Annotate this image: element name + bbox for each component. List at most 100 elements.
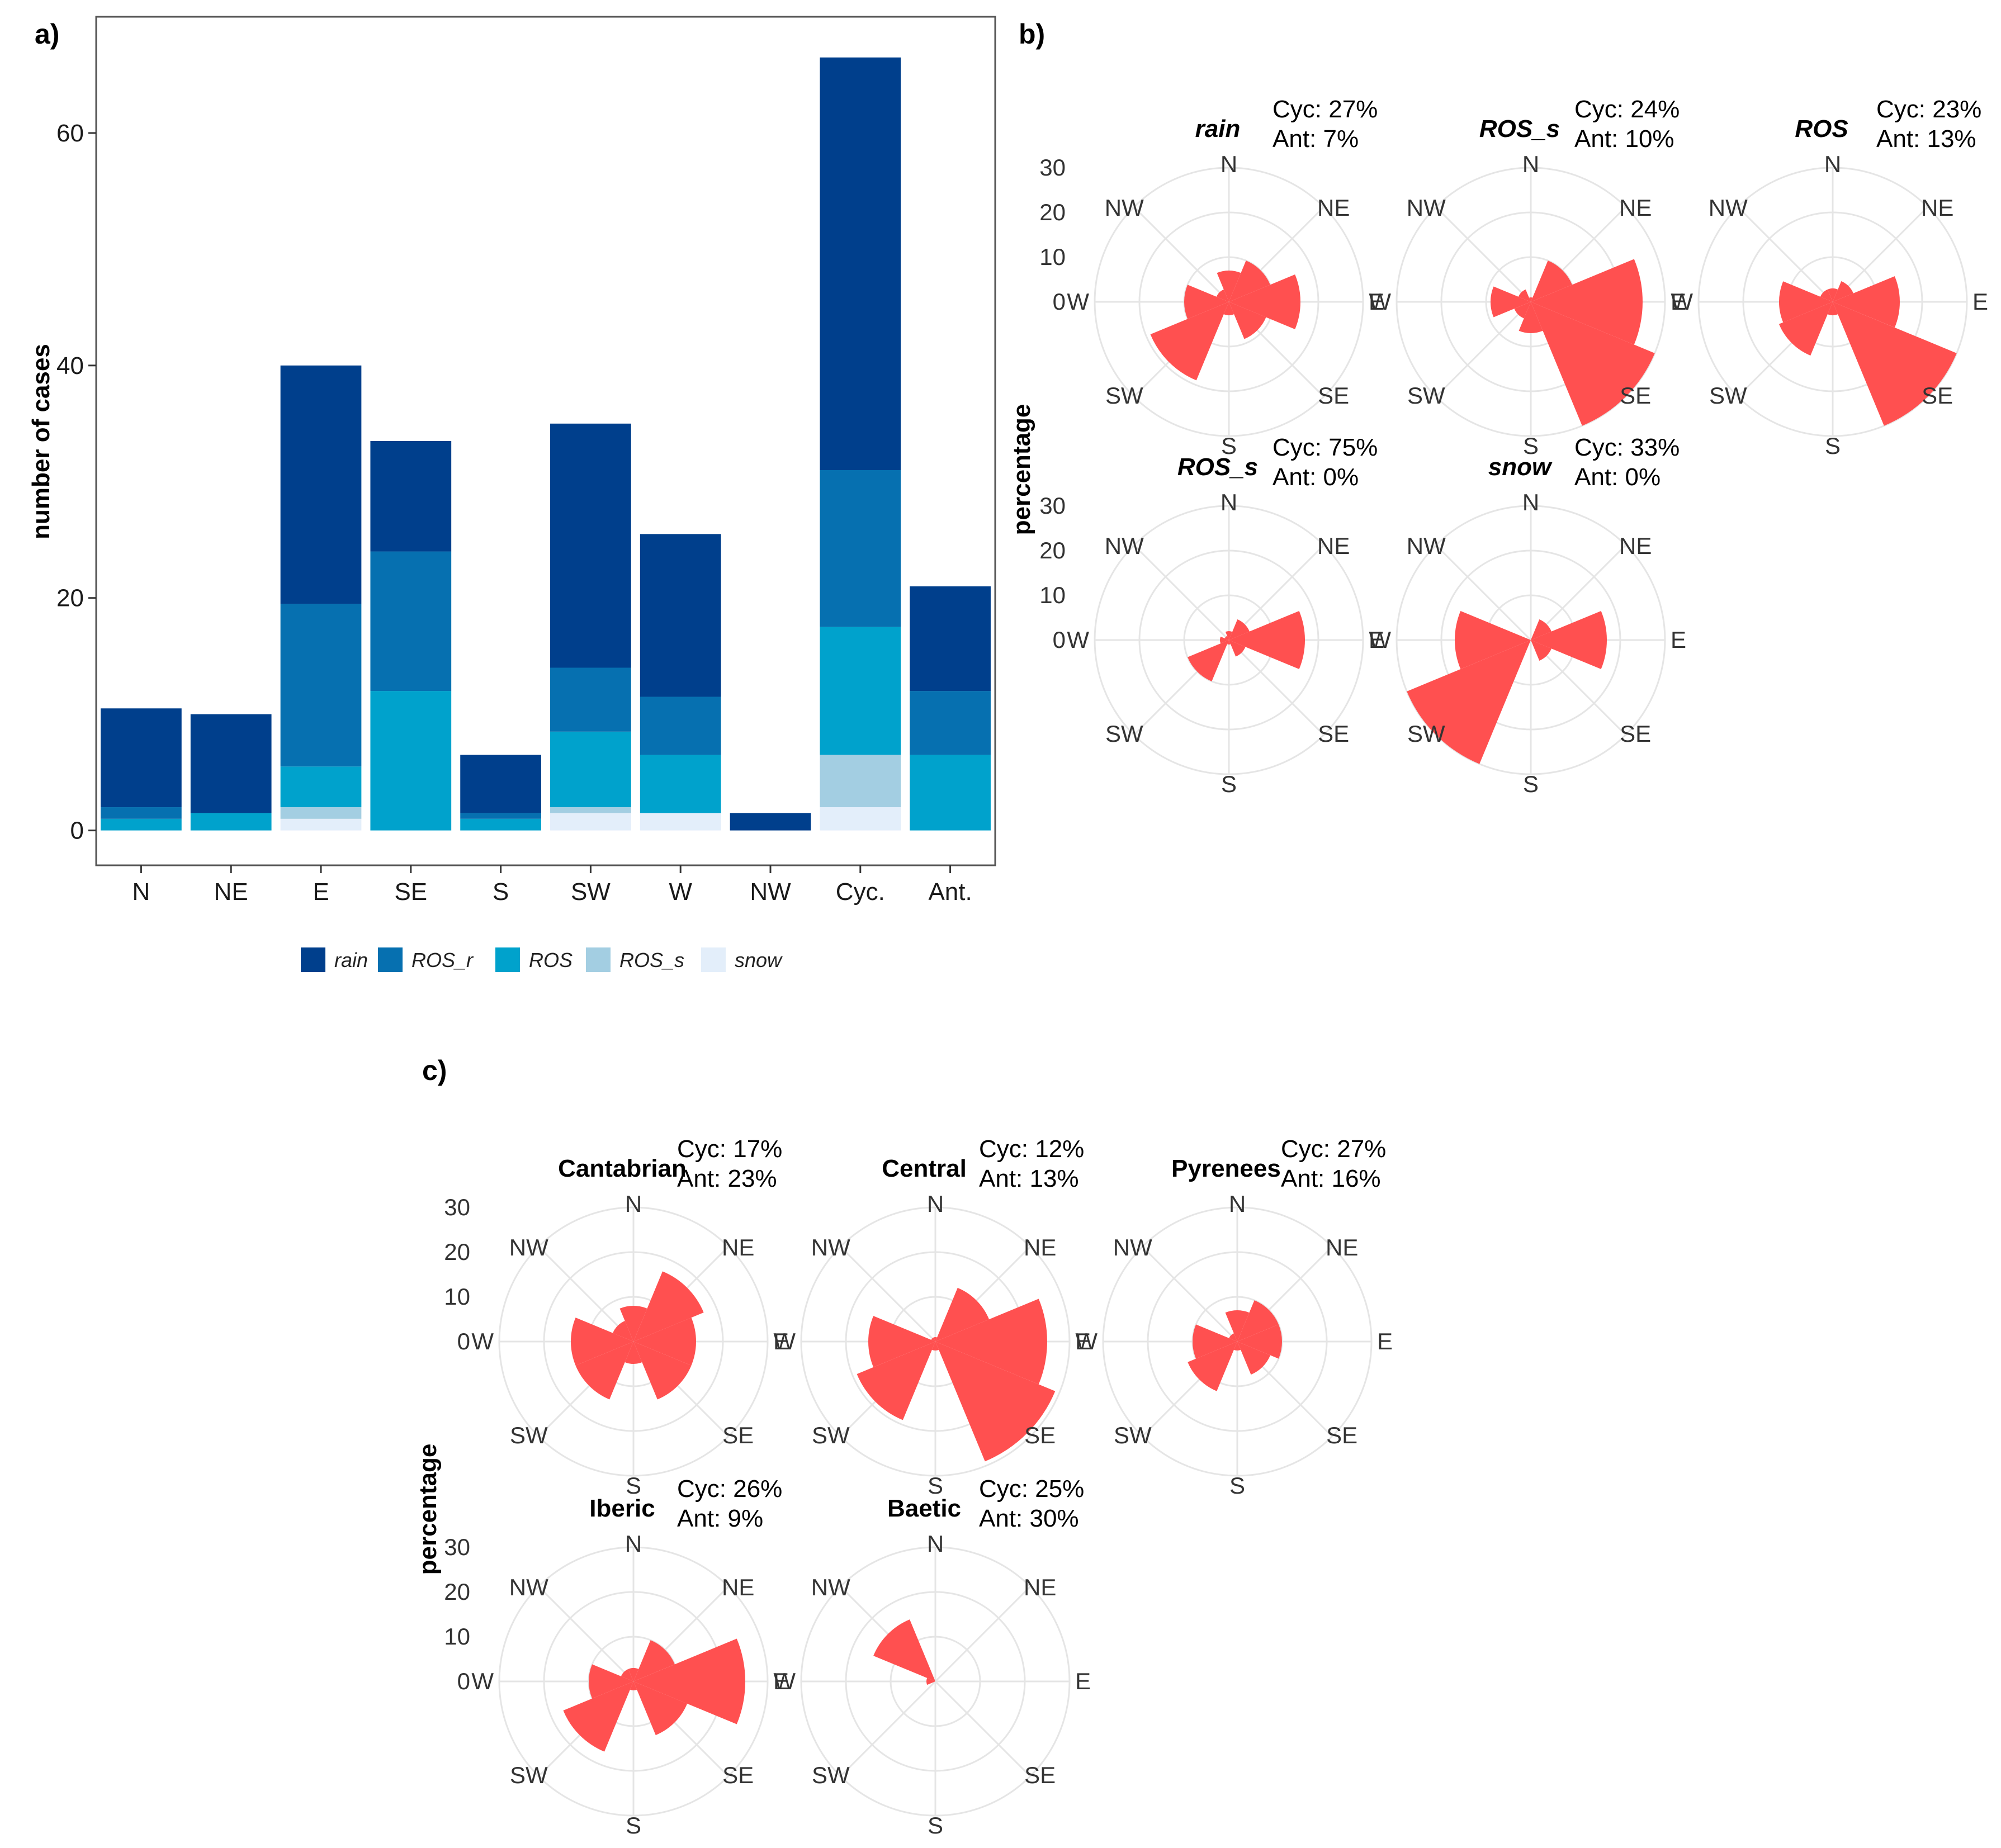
rose-radial-tick-label: 0 xyxy=(457,1668,470,1694)
rose-dir-label-sw: SW xyxy=(510,1422,548,1448)
rose-petal-e xyxy=(1531,259,1643,345)
rose-petal-n xyxy=(1529,297,1533,302)
rose-dir-label-n: N xyxy=(1221,151,1237,177)
rose-dir-label-s: S xyxy=(1221,433,1237,459)
rose-petal-w xyxy=(1220,636,1229,644)
rose-title: ROS_s xyxy=(1479,115,1560,143)
rose-dir-label-nw: NW xyxy=(1407,533,1446,559)
rose-dir-label-n: N xyxy=(927,1530,944,1557)
rose-petal-se xyxy=(633,1681,688,1736)
rose-petal-nw xyxy=(1224,636,1229,640)
rose-petal-e xyxy=(1229,274,1300,329)
rose-petal-w xyxy=(1455,610,1531,670)
rose-stat-ant: Ant: 13% xyxy=(1876,125,1976,153)
legend-swatch-snow xyxy=(701,947,726,972)
rose-stat-cyc: Cyc: 26% xyxy=(677,1475,782,1503)
rose-petal-s xyxy=(1233,1342,1241,1351)
rose-title: ROS xyxy=(1795,115,1848,143)
bar-x-tick-label-ant: Ant. xyxy=(928,878,972,906)
rose-stat-cyc: Cyc: 27% xyxy=(1281,1135,1386,1163)
rose-petal-se xyxy=(1531,640,1551,661)
bar-cyc-rain xyxy=(820,57,901,470)
bar-x-tick-label-e: E xyxy=(313,878,329,906)
rose-dir-label-se: SE xyxy=(1318,382,1349,409)
rose-petal-nw xyxy=(931,1337,935,1342)
rose-title: Baetic xyxy=(887,1495,961,1522)
rose-petal-sw xyxy=(1778,302,1833,356)
rose-stat-cyc: Cyc: 27% xyxy=(1272,96,1378,123)
rose-petal-s xyxy=(1519,302,1543,333)
rose-dir-label-ne: NE xyxy=(1619,533,1652,559)
bar-se-ros-r xyxy=(370,551,452,691)
rose-b-3: N NE E SE S SW W NW ROS Cyc: 23%Ant: 13% xyxy=(1671,96,1988,459)
rose-stat-ant: Ant: 9% xyxy=(677,1505,763,1532)
bar-x-tick-label-ne: NE xyxy=(214,878,248,906)
rose-petal-se xyxy=(935,1342,1056,1462)
rose-dir-label-s: S xyxy=(1523,433,1539,459)
rose-dir-label-e: E xyxy=(1369,288,1384,315)
rose-petal-nw xyxy=(1820,289,1833,302)
rose-petal-ne xyxy=(633,1271,704,1342)
rose-panel-c: percentage NNEESESSWWNW0102030Cantabrian… xyxy=(414,1135,1393,1838)
rose-dir-label-w: W xyxy=(1075,1328,1098,1354)
rose-dir-label-e: E xyxy=(1671,627,1686,653)
bar-w-ros xyxy=(640,755,721,813)
rose-dir-label-s: S xyxy=(626,1472,641,1499)
rose-petal-e xyxy=(633,1318,697,1366)
bar-se-rain xyxy=(370,441,452,552)
bar-nw-rain xyxy=(730,813,811,831)
rose-b-1: N NE E SE S SW W NW 0 10 20 30 rain Cyc: 27%Ant: 7% xyxy=(1039,96,1384,459)
rose-petal-ne xyxy=(633,1640,675,1681)
rose-grid-spoke xyxy=(1133,206,1230,303)
bar-x-tick-label-sw: SW xyxy=(571,878,611,906)
rose-grid-spoke xyxy=(538,1586,635,1683)
bar-x-tick-label-cyc: Cyc. xyxy=(836,878,885,906)
rose-dir-label-n: N xyxy=(1229,1191,1246,1217)
bar-x-tick-label-nw: NW xyxy=(750,878,791,906)
rose-grid-spoke xyxy=(1737,206,1834,303)
rose-stat-cyc: Cyc: 75% xyxy=(1272,434,1378,461)
rose-petal-sw xyxy=(1150,302,1229,381)
rose-radial-tick-label: 0 xyxy=(457,1328,470,1354)
rose-petal-sw xyxy=(1188,1342,1237,1391)
rose-b-4: N NE E SE S SW W NW 0 10 20 30 ROS_s Cyc: 75%Ant: 0% xyxy=(1039,434,1384,797)
bar-s-ros xyxy=(460,818,541,831)
legend-label-ros: ROS xyxy=(529,949,573,972)
rose-dir-label-nw: NW xyxy=(509,1234,548,1261)
rose-dir-label-ne: NE xyxy=(722,1574,754,1600)
rose-petal-w xyxy=(588,1664,633,1699)
rose-title: snow xyxy=(1488,453,1553,481)
rose-dir-label-w: W xyxy=(1369,288,1391,315)
rose-dir-label-s: S xyxy=(928,1812,943,1838)
rose-dir-label-se: SE xyxy=(722,1422,754,1448)
rose-b-y-axis-title: percentage xyxy=(1008,404,1035,536)
bar-x-tick-label-s: S xyxy=(493,878,509,906)
rose-dir-label-n: N xyxy=(927,1191,944,1217)
rose-petal-s xyxy=(630,1681,637,1690)
rose-radial-tick-label: 30 xyxy=(444,1194,470,1220)
rose-dir-label-w: W xyxy=(773,1668,796,1694)
bar-se-ros xyxy=(370,691,452,831)
rose-dir-label-ne: NE xyxy=(1317,533,1350,559)
bar-n-ros xyxy=(101,818,182,831)
rose-petal-w xyxy=(571,1318,633,1366)
rose-dir-label-sw: SW xyxy=(510,1762,548,1788)
rose-dir-label-s: S xyxy=(1825,433,1841,459)
bar-x-tick-label-se: SE xyxy=(394,878,427,906)
bar-sw-ros xyxy=(550,731,631,808)
bar-w-snow xyxy=(640,813,721,831)
legend-swatch-ros-s xyxy=(586,947,611,972)
bar-sw-snow xyxy=(550,813,631,831)
bar-cyc-ros-s xyxy=(820,755,901,808)
rose-stat-cyc: Cyc: 24% xyxy=(1574,96,1680,123)
rose-dir-label-sw: SW xyxy=(1114,1422,1152,1448)
rose-dir-label-ne: NE xyxy=(1619,195,1652,221)
rose-c-y-axis-title: percentage xyxy=(414,1444,442,1575)
rose-dir-label-ne: NE xyxy=(1024,1234,1056,1261)
bar-s-ros-r xyxy=(460,813,541,819)
rose-radial-tick-label: 0 xyxy=(1053,627,1066,653)
rose-petal-w xyxy=(1193,1324,1237,1359)
rose-dir-label-sw: SW xyxy=(1407,721,1445,747)
rose-petal-ne xyxy=(1237,1300,1279,1342)
